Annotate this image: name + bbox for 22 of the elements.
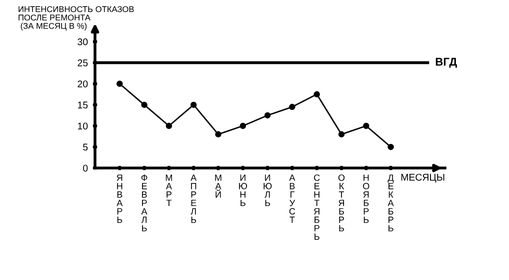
- y-tick-label: 20: [78, 80, 88, 88]
- y-axis-title: ИНТЕНСИВНОСТЬ ОТКАЗОВ ПОСЛЕ РЕМОНТА (ЗА МЕСЯЦ В %): [18, 6, 134, 31]
- x-tick-label: ИЮЛЬ: [264, 174, 272, 206]
- y-tick-label: 30: [78, 38, 88, 46]
- x-tick-label: НОЯБРЬ: [363, 174, 370, 223]
- x-axis-title: МЕСЯЦЫ: [401, 174, 444, 183]
- ref-line-label: ВГД: [436, 58, 457, 68]
- x-tick-label: АПРЕЛЬ: [190, 174, 197, 223]
- x-tick-label: АВГУСТ: [289, 174, 296, 223]
- x-tick-label: МАРТ: [166, 174, 172, 206]
- x-tick-label: ОКТЯБРЬ: [338, 174, 345, 232]
- x-tick-label: ЯНВАРЬ: [116, 174, 123, 223]
- x-tick-label: МАЙ: [215, 174, 222, 198]
- x-tick-label: ФЕВРАЛЬ: [141, 174, 148, 232]
- y-tick-label: 15: [78, 102, 88, 108]
- y-tick-label: 10: [78, 122, 88, 130]
- x-tick-label: ИЮНЬ: [239, 174, 248, 206]
- y-tick-label: 0: [83, 164, 88, 172]
- x-tick-label: ДЕКАБРЬ: [388, 174, 394, 232]
- y-tick-label: 5: [83, 144, 88, 151]
- y-tick-label: 25: [78, 59, 88, 66]
- x-tick-label: СЕНТЯБРЬ: [314, 174, 320, 240]
